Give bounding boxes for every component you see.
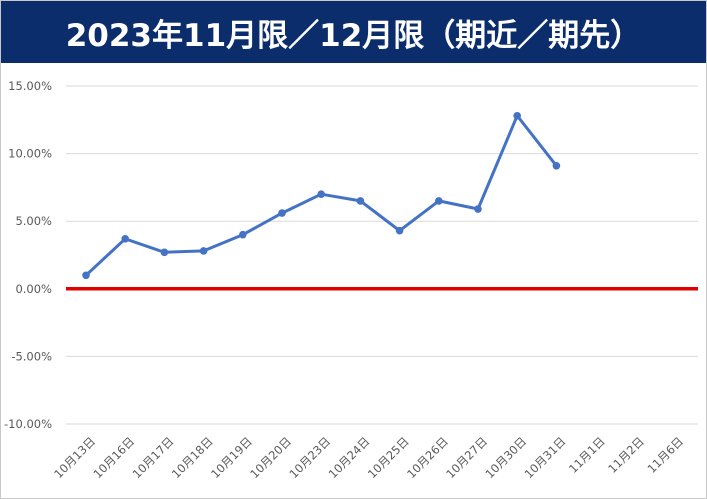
x-tick-label: 10月25日 bbox=[365, 434, 412, 481]
x-tick-label: 11月1日 bbox=[566, 434, 608, 476]
y-tick-label: -10.00% bbox=[4, 417, 52, 431]
x-tick-label: 10月23日 bbox=[286, 434, 333, 481]
data-point bbox=[121, 234, 129, 243]
data-point bbox=[199, 247, 208, 255]
x-tick-label: 11月2日 bbox=[605, 434, 647, 476]
data-point bbox=[317, 190, 326, 198]
chart-title: 2023年11月限／12月限（期近／期先） bbox=[1, 1, 706, 63]
data-point bbox=[82, 271, 90, 280]
x-tick-label: 10月13日 bbox=[51, 434, 98, 481]
y-tick-label: 15.00% bbox=[8, 79, 52, 93]
data-point bbox=[395, 226, 404, 235]
data-point bbox=[160, 248, 169, 257]
data-point bbox=[435, 197, 443, 205]
y-tick-label: 0.00% bbox=[15, 282, 52, 296]
x-tick-label: 10月19日 bbox=[208, 434, 255, 481]
y-tick-label: 5.00% bbox=[15, 214, 52, 228]
x-tick-label: 10月31日 bbox=[522, 434, 569, 481]
x-tick-label: 10月27日 bbox=[443, 434, 490, 481]
x-tick-label: 11月6日 bbox=[644, 434, 686, 476]
x-tick-label: 10月30日 bbox=[482, 434, 529, 481]
data-point bbox=[513, 111, 521, 120]
data-point bbox=[278, 209, 286, 217]
x-tick-label: 10月20日 bbox=[247, 434, 294, 481]
y-tick-label: 10.00% bbox=[8, 147, 52, 161]
data-point bbox=[239, 230, 247, 239]
x-tick-label: 10月17日 bbox=[130, 434, 177, 481]
data-point bbox=[356, 197, 365, 205]
x-tick-label: 10月24日 bbox=[326, 434, 373, 481]
data-point bbox=[474, 205, 482, 213]
data-point bbox=[552, 161, 561, 170]
x-tick-label: 10月18日 bbox=[169, 434, 216, 481]
y-tick-label: -5.00% bbox=[11, 349, 52, 363]
x-tick-label: 10月16日 bbox=[90, 434, 137, 481]
x-tick-label: 10月26日 bbox=[404, 434, 451, 481]
